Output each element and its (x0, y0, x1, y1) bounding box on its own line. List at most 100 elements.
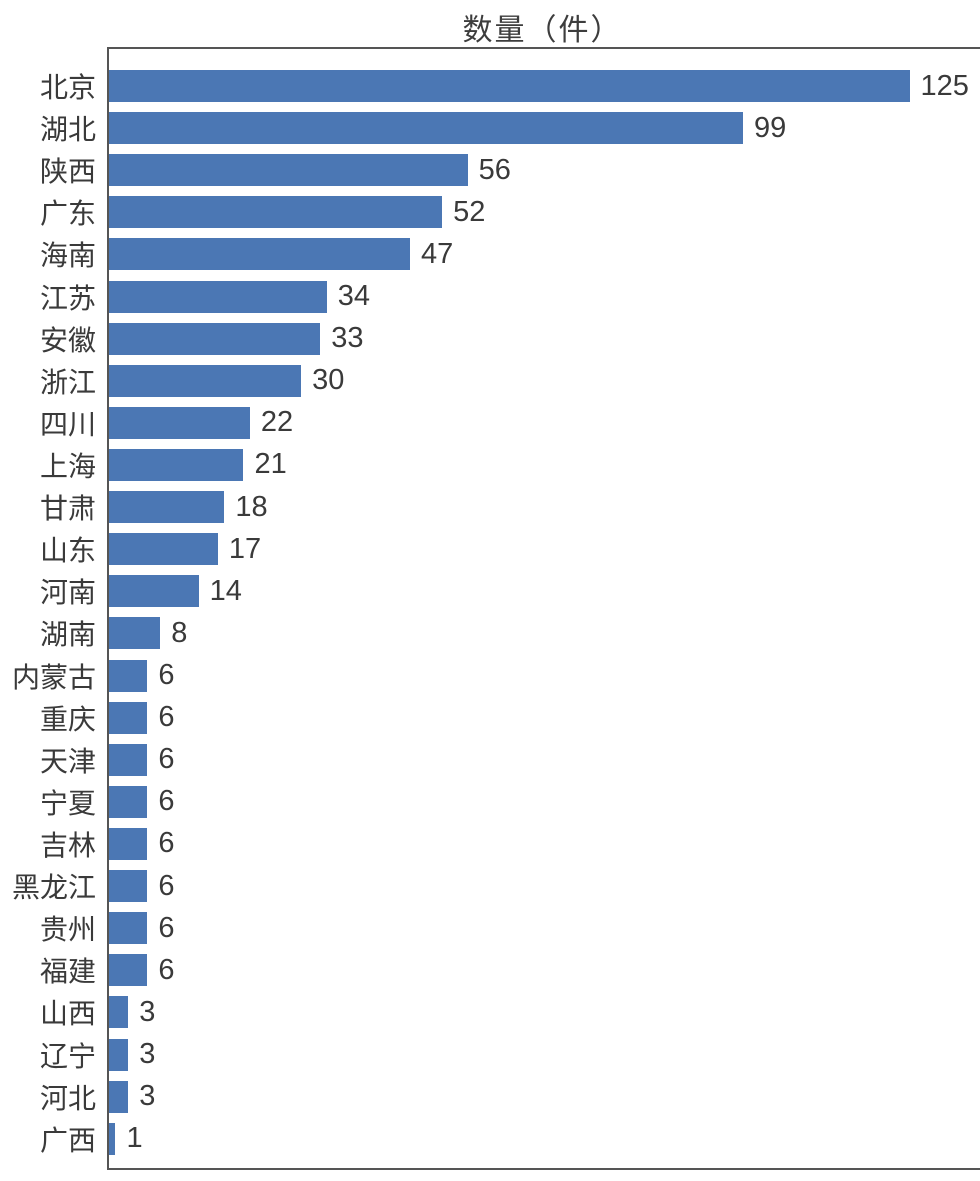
bar-track: 1 (109, 1122, 980, 1155)
value-label: 22 (260, 406, 294, 439)
bar-row: 山东 17 (0, 528, 980, 570)
bar-rows: 北京 125 湖北 99 陕西 56 广东 52 海南 47 江苏 34 安徽 33 浙江 30 四川 22 上海 2… (0, 47, 980, 1170)
category-label: 海南 (39, 240, 96, 272)
plot-frame (107, 47, 980, 1170)
bar (109, 954, 148, 987)
value-label: 56 (478, 153, 511, 186)
bar-track: 6 (109, 912, 980, 945)
bar-row: 天津 6 (0, 739, 980, 781)
bar (109, 659, 148, 692)
bar-track: 30 (109, 364, 980, 397)
bar-track: 33 (109, 322, 980, 355)
bar (109, 196, 443, 229)
bar-track: 18 (109, 491, 980, 524)
value-label: 34 (337, 280, 371, 313)
bar-row: 山西 3 (0, 991, 980, 1033)
bar-track: 3 (109, 995, 980, 1029)
category-label: 安徽 (39, 324, 96, 356)
bar-row: 上海 21 (0, 444, 980, 486)
bar (109, 154, 468, 187)
value-label: 17 (228, 532, 262, 565)
bar-track: 56 (109, 153, 980, 187)
bar-row: 河南 14 (0, 570, 980, 612)
bar (109, 448, 244, 481)
value-label: 6 (158, 743, 175, 776)
bar-track: 125 (109, 70, 980, 102)
bar (109, 491, 225, 524)
bar (109, 996, 129, 1029)
value-label: 99 (754, 111, 787, 144)
bar (109, 322, 321, 355)
value-label: 33 (331, 322, 364, 355)
category-label: 陕西 (39, 156, 96, 188)
value-label: 125 (920, 69, 969, 102)
category-label: 浙江 (39, 366, 96, 398)
value-label: 6 (158, 827, 175, 860)
bar-row: 北京 125 (0, 65, 980, 107)
bar-row: 广西 1 (0, 1118, 980, 1160)
bar-track: 6 (109, 953, 980, 987)
bar (109, 406, 250, 439)
bar-row: 黑龙江 6 (0, 865, 980, 907)
category-label: 广东 (39, 198, 96, 230)
value-label: 47 (421, 237, 454, 270)
bar-track: 14 (109, 574, 980, 608)
bar-track: 22 (109, 406, 980, 439)
bar-track: 6 (109, 701, 980, 734)
category-label: 河北 (39, 1082, 96, 1114)
bar-track: 6 (109, 869, 980, 903)
bar (109, 1038, 129, 1071)
category-label: 宁夏 (39, 787, 96, 819)
bar-row: 河北 3 (0, 1076, 980, 1118)
value-label: 6 (158, 659, 175, 692)
value-label: 52 (453, 195, 486, 228)
bar-row: 宁夏 6 (0, 781, 980, 823)
bar-track: 21 (109, 448, 980, 481)
bar (109, 533, 218, 566)
category-label: 黑龙江 (11, 872, 96, 904)
chart-title: 数量（件） (462, 14, 623, 47)
bar-row: 海南 47 (0, 233, 980, 275)
bar-row: 湖南 8 (0, 612, 980, 654)
value-label: 3 (139, 1038, 156, 1071)
category-label: 甘肃 (39, 493, 96, 525)
bar-row: 广东 52 (0, 191, 980, 233)
bar-track: 6 (109, 659, 980, 692)
bar-row: 吉林 6 (0, 823, 980, 865)
bar (109, 280, 327, 313)
category-label: 四川 (39, 408, 96, 440)
category-label: 上海 (39, 450, 96, 482)
value-label: 6 (158, 785, 175, 818)
bar-row: 四川 22 (0, 402, 980, 444)
category-label: 北京 (39, 72, 96, 103)
bar-row: 陕西 56 (0, 149, 980, 191)
bar (109, 70, 910, 102)
bar-row: 贵州 6 (0, 907, 980, 949)
bar-track: 47 (109, 237, 980, 271)
value-label: 6 (158, 869, 175, 902)
bar-row: 内蒙古 6 (0, 655, 980, 697)
bar-row: 福建 6 (0, 949, 980, 991)
category-label: 河南 (39, 577, 96, 609)
bar-row: 江苏 34 (0, 276, 980, 318)
category-label: 山东 (39, 535, 96, 567)
value-label: 21 (254, 448, 287, 481)
category-label: 湖南 (39, 619, 96, 651)
category-label: 内蒙古 (11, 661, 96, 693)
category-label: 贵州 (39, 914, 96, 946)
bar-track: 8 (109, 616, 980, 650)
bar-row: 辽宁 3 (0, 1034, 980, 1076)
value-label: 3 (139, 995, 156, 1028)
category-label: 江苏 (39, 282, 96, 314)
value-label: 8 (171, 616, 188, 649)
bar-row: 甘肃 18 (0, 486, 980, 528)
bar-row: 重庆 6 (0, 697, 980, 739)
value-label: 14 (209, 574, 242, 607)
bar-track: 6 (109, 827, 980, 860)
value-label: 6 (158, 953, 175, 986)
bar-track: 17 (109, 532, 980, 566)
bar (109, 364, 302, 397)
bar (109, 701, 148, 734)
bar-track: 52 (109, 195, 980, 229)
